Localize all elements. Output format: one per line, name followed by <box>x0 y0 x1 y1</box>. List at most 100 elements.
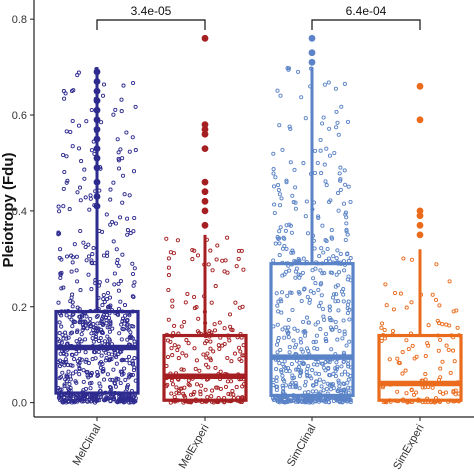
jitter-point-melexperi <box>166 287 171 293</box>
jitter-point-melclinal <box>93 356 98 361</box>
jitter-point-melclinal <box>100 329 105 334</box>
jitter-point-melexperi <box>185 291 190 297</box>
outlier-point-melclinal <box>93 78 101 85</box>
jitter-point-melclinal <box>122 192 127 197</box>
jitter-point-melclinal <box>69 295 74 300</box>
jitter-point-melexperi <box>204 355 209 360</box>
jitter-point-melclinal <box>105 290 111 296</box>
jitter-point-simclinal <box>280 362 285 367</box>
jitter-point-simexperi <box>382 327 387 333</box>
jitter-point-simclinal <box>279 368 284 373</box>
jitter-point-melclinal <box>130 362 136 367</box>
jitter-point-melclinal <box>119 97 124 102</box>
jitter-point-melexperi <box>222 341 227 347</box>
jitter-point-simclinal <box>339 372 344 377</box>
jitter-point-simclinal <box>346 184 351 189</box>
jitter-point-simclinal <box>302 390 308 395</box>
jitter-point-melclinal <box>127 400 132 405</box>
jitter-point-melexperi <box>176 344 181 349</box>
jitter-point-simclinal <box>325 246 330 252</box>
jitter-point-melexperi <box>164 236 169 241</box>
jitter-point-melexperi <box>232 351 238 356</box>
jitter-point-simexperi <box>426 323 431 328</box>
jitter-point-melclinal <box>70 300 75 305</box>
jitter-point-melclinal <box>132 266 137 271</box>
jitter-point-simclinal <box>288 399 293 404</box>
jitter-point-simclinal <box>331 386 336 391</box>
jitter-point-melclinal <box>124 398 129 403</box>
jitter-point-melclinal <box>108 377 113 382</box>
jitter-point-melexperi <box>217 346 222 351</box>
jitter-point-melclinal <box>101 82 107 87</box>
jitter-point-simclinal <box>290 307 295 313</box>
jitter-point-simclinal <box>321 314 326 319</box>
jitter-point-simclinal <box>275 88 280 93</box>
jitter-point-simclinal <box>286 317 291 322</box>
jitter-point-simclinal <box>328 325 333 330</box>
jitter-point-melclinal <box>76 146 82 151</box>
jitter-point-simclinal <box>306 320 311 325</box>
jitter-point-melexperi <box>212 322 217 327</box>
jitter-point-simclinal <box>329 327 334 332</box>
jitter-point-simclinal <box>292 326 297 331</box>
jitter-point-melexperi <box>209 394 214 399</box>
jitter-point-melclinal <box>122 303 128 308</box>
jitter-point-simclinal <box>278 93 283 98</box>
jitter-point-simclinal <box>346 385 351 390</box>
jitter-point-simclinal <box>336 132 341 137</box>
jitter-point-melexperi <box>192 248 197 253</box>
jitter-point-simclinal <box>337 171 342 176</box>
jitter-point-melclinal <box>69 253 74 258</box>
jitter-point-melexperi <box>234 385 239 390</box>
outlier-point-simclinal <box>308 34 316 42</box>
jitter-point-melclinal <box>131 294 136 300</box>
jitter-point-melclinal <box>62 384 67 389</box>
jitter-point-simclinal <box>336 299 341 304</box>
jitter-point-simclinal <box>301 361 306 367</box>
jitter-point-simclinal <box>282 244 287 249</box>
jitter-point-melexperi <box>210 268 215 273</box>
jitter-point-simclinal <box>303 379 308 384</box>
jitter-point-melclinal <box>71 88 76 93</box>
jitter-point-melexperi <box>230 388 235 394</box>
jitter-point-melclinal <box>125 216 130 221</box>
jitter-point-melclinal <box>85 326 90 331</box>
jitter-point-melclinal <box>114 247 119 252</box>
jitter-point-simclinal <box>275 322 280 327</box>
jitter-point-melclinal <box>112 282 117 287</box>
jitter-point-melclinal <box>123 377 128 382</box>
jitter-point-simclinal <box>302 286 307 291</box>
jitter-point-melclinal <box>116 150 121 155</box>
jitter-point-simclinal <box>271 167 276 172</box>
jitter-point-melclinal <box>85 399 90 404</box>
jitter-point-simexperi <box>391 307 396 312</box>
outlier-point-melexperi <box>201 207 209 215</box>
jitter-point-melclinal <box>81 379 86 384</box>
jitter-point-simclinal <box>335 120 340 125</box>
jitter-point-melclinal <box>90 336 95 341</box>
jitter-point-simexperi <box>400 350 405 355</box>
jitter-point-melexperi <box>190 247 195 253</box>
x-tick-label-simclinal: SimClinal <box>285 423 319 469</box>
jitter-point-melclinal <box>111 367 116 372</box>
jitter-point-simclinal <box>341 287 346 292</box>
outlier-point-melexperi <box>201 178 209 186</box>
jitter-point-simexperi <box>404 338 409 343</box>
jitter-point-melclinal <box>59 324 64 329</box>
jitter-point-melexperi <box>183 300 188 305</box>
jitter-point-simclinal <box>333 299 338 304</box>
jitter-point-melexperi <box>193 366 198 371</box>
jitter-point-simclinal <box>277 253 282 258</box>
jitter-point-simclinal <box>341 381 346 386</box>
jitter-point-melclinal <box>94 325 99 331</box>
outlier-point-melclinal <box>93 178 101 186</box>
jitter-point-melclinal <box>81 395 86 400</box>
jitter-point-simclinal <box>334 256 339 261</box>
jitter-point-melexperi <box>180 351 185 356</box>
jitter-point-melexperi <box>236 345 242 350</box>
jitter-point-melexperi <box>229 327 234 332</box>
y-tick-label: 0.8 <box>12 14 27 26</box>
box-simexperi <box>377 333 463 402</box>
jitter-point-simclinal <box>336 387 341 392</box>
jitter-point-simclinal <box>276 399 281 404</box>
